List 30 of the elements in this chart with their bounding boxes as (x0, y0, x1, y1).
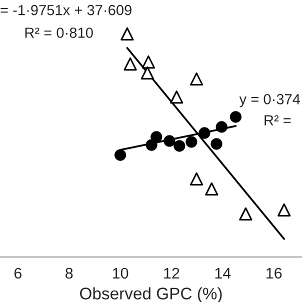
x-tick-label: 6 (14, 268, 22, 279)
point (230, 111, 242, 123)
point (210, 138, 222, 150)
point (142, 55, 156, 69)
point (190, 172, 204, 186)
annotation: y = 0·374 (239, 94, 300, 108)
x-tick-label: 10 (112, 268, 128, 279)
point (140, 66, 154, 80)
point (278, 203, 291, 217)
annotation: R² = (264, 115, 291, 126)
x-tick-label: 12 (164, 268, 180, 278)
point (164, 135, 176, 147)
point (216, 121, 228, 133)
x-tick-label: 14 (215, 268, 231, 278)
point (170, 90, 184, 104)
x-tick-label: 8 (66, 268, 73, 279)
point (198, 127, 210, 139)
point (174, 140, 186, 152)
point (205, 182, 218, 196)
point (190, 72, 204, 86)
point (239, 207, 252, 221)
point (114, 149, 126, 161)
point (120, 27, 134, 40)
point (186, 136, 198, 148)
annotation: R² = 0·810 (25, 28, 93, 38)
point (150, 131, 162, 143)
point (146, 139, 158, 151)
point (124, 57, 137, 71)
x-tick-label: 16 (266, 268, 282, 279)
text: = -1·9751x + 37·609 (0, 4, 132, 16)
